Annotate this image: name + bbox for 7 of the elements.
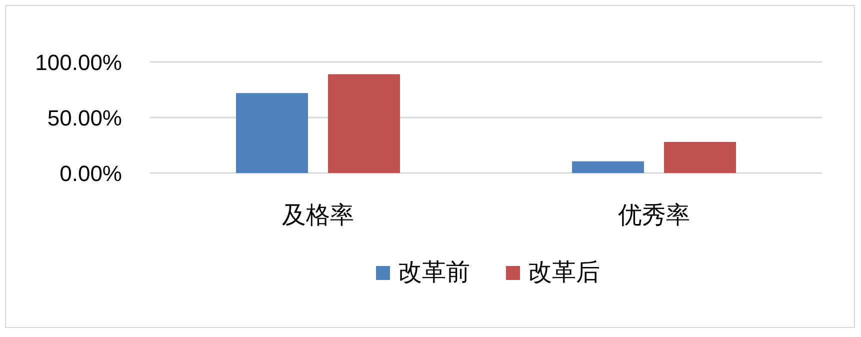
legend-label: 改革前 [398,259,470,286]
y-tick-label: 0.00% [60,161,122,186]
x-tick-label: 优秀率 [618,202,690,229]
y-tick-label: 100.00% [35,50,122,75]
legend-label: 改革后 [528,259,600,286]
x-tick-label: 及格率 [282,202,354,229]
y-tick-label: 50.00% [47,106,122,130]
